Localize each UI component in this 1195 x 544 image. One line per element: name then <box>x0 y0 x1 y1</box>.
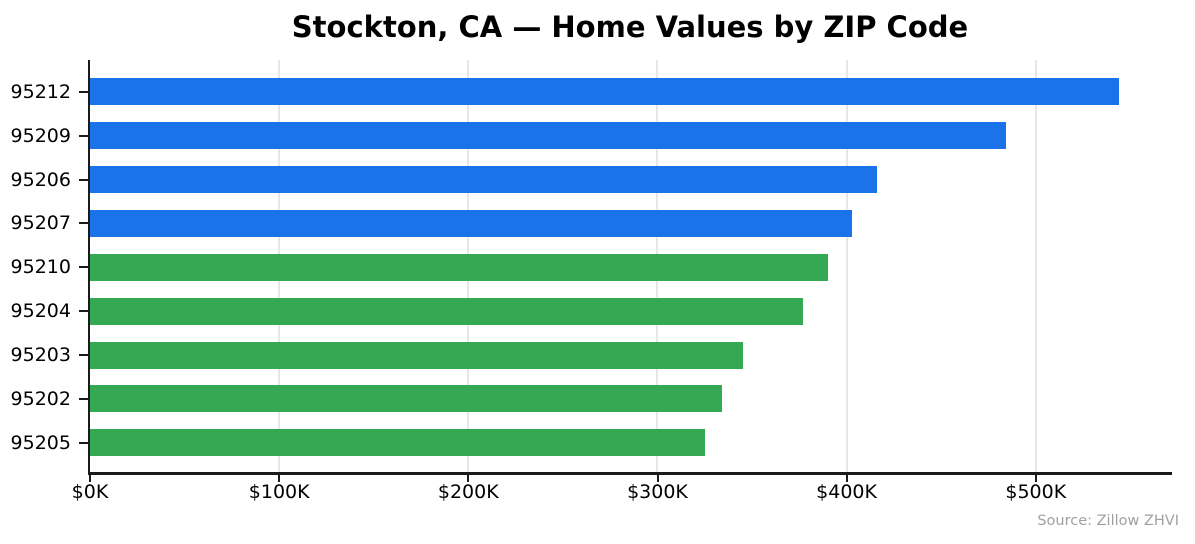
x-tick-label-$500K: $500K <box>1005 481 1067 503</box>
bar-95202 <box>90 385 722 413</box>
y-tick-mark-95210 <box>79 266 88 269</box>
plot-area <box>88 60 1172 475</box>
y-tick-label-95210: 95210 <box>10 256 71 279</box>
y-tick-label-95209: 95209 <box>10 124 71 147</box>
x-tick-mark-$400K <box>845 474 848 482</box>
bar-95204 <box>90 297 804 325</box>
x-tick-mark-$0K <box>89 474 91 482</box>
gridline-$500K <box>1034 60 1037 472</box>
bar-95203 <box>90 341 743 369</box>
y-tick-label-95207: 95207 <box>10 212 71 235</box>
y-tick-label-95203: 95203 <box>10 344 71 367</box>
x-tick-label-$200K: $200K <box>437 481 499 503</box>
y-tick-mark-95202 <box>79 397 88 400</box>
x-tick-label-$0K: $0K <box>71 481 109 503</box>
bar-95206 <box>90 166 877 193</box>
y-tick-label-95212: 95212 <box>10 80 71 103</box>
y-tick-mark-95209 <box>79 134 88 137</box>
y-tick-label-95206: 95206 <box>10 168 71 191</box>
bar-95207 <box>90 209 853 237</box>
y-tick-mark-95203 <box>79 354 88 357</box>
source-caption: Source: Zillow ZHVI <box>1037 513 1179 529</box>
bar-95205 <box>90 429 705 457</box>
y-tick-label-95202: 95202 <box>10 387 71 410</box>
y-tick-label-95205: 95205 <box>10 431 71 454</box>
y-tick-mark-95207 <box>79 222 88 225</box>
bar-95209 <box>90 122 1006 150</box>
y-tick-label-95204: 95204 <box>10 300 71 323</box>
x-tick-label-$400K: $400K <box>816 481 877 503</box>
bar-95212 <box>90 78 1120 106</box>
y-tick-mark-95212 <box>79 90 88 93</box>
x-tick-mark-$300K <box>656 474 659 482</box>
gridline-$400K <box>845 60 848 472</box>
y-tick-mark-95204 <box>79 310 88 313</box>
y-tick-mark-95205 <box>79 441 88 444</box>
bar-95210 <box>90 253 828 281</box>
chart-title: Stockton, CA — Home Values by ZIP Code <box>291 10 969 44</box>
x-tick-mark-$500K <box>1034 474 1037 482</box>
x-tick-label-$100K: $100K <box>248 481 310 503</box>
y-tick-mark-95206 <box>79 178 88 181</box>
x-tick-label-$300K: $300K <box>627 481 688 503</box>
x-tick-mark-$100K <box>278 474 281 482</box>
x-tick-mark-$200K <box>467 474 470 482</box>
